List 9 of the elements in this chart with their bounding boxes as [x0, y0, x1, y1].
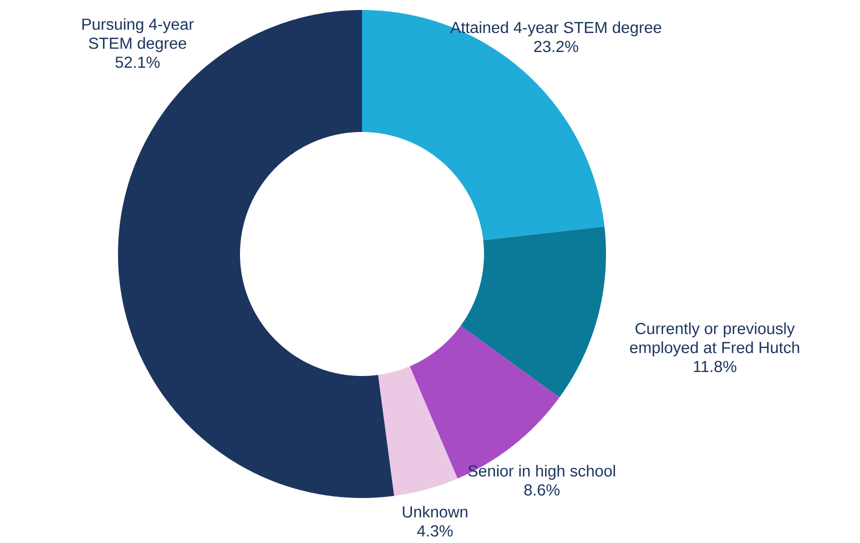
data-label: 23.2%: [534, 40, 578, 52]
data-label: 4.3%: [417, 525, 453, 537]
slice-label: Currently or previously employed at Fred Hutch: [630, 322, 800, 356]
data-label: 8.6%: [524, 484, 560, 496]
data-label: 52.1%: [116, 56, 160, 68]
data-label: 11.8%: [694, 360, 736, 372]
slice-label: Pursuing 4-year STEM degree: [82, 18, 194, 52]
slice-label: Attained 4-year STEM degree: [450, 21, 662, 36]
slice-label: Unknown: [402, 506, 468, 518]
